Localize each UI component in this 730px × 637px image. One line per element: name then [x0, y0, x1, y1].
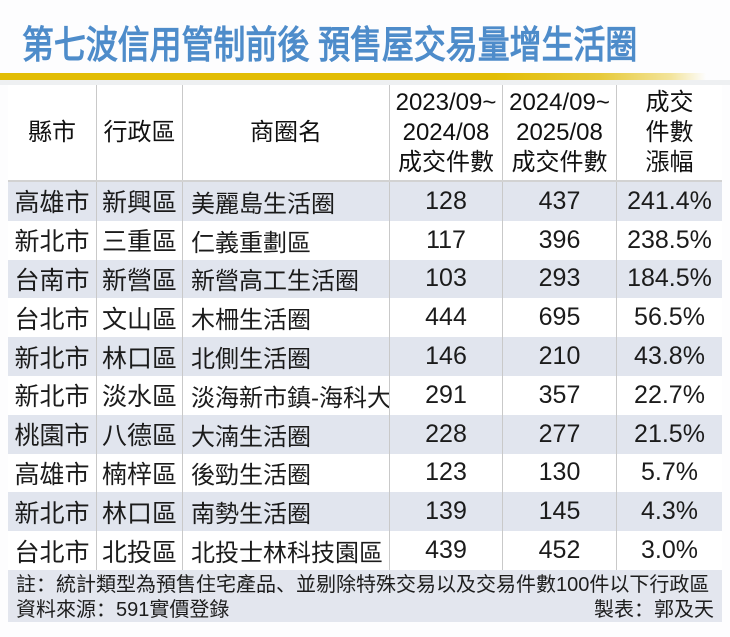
cell-county: 新北市: [8, 220, 97, 260]
title-underline: [0, 73, 706, 80]
cell-county: 新北市: [8, 492, 97, 532]
cell-area: 美麗島生活圈: [183, 182, 390, 221]
table-row: 台南市 新營區 新營高工生活圈 103 293 184.5%: [8, 259, 722, 299]
cell-area: 大湳生活圈: [183, 414, 390, 454]
header-top-strip: [0, 80, 730, 85]
cell-district: 三重區: [97, 220, 183, 260]
cell-count-after: 437: [503, 182, 617, 221]
cell-count-before: 146: [390, 337, 503, 376]
table-header-row: 縣市 行政區 商圈名 2023/09~ 2024/08 成交件數 2024/09…: [8, 85, 722, 182]
cell-count-after: 145: [503, 492, 617, 532]
cell-district: 新興區: [97, 182, 183, 221]
cell-change: 22.7%: [634, 380, 705, 409]
cell-change: 56.5%: [634, 303, 705, 332]
cell-count-before: 139: [390, 492, 503, 532]
cell-district: 林口區: [97, 337, 183, 376]
table-row: 高雄市 新興區 美麗島生活圈 128 437 241.4%: [8, 182, 722, 221]
cell-count-after: 210: [503, 337, 617, 376]
cell-count-before: 444: [390, 298, 503, 338]
cell-count-before: 228: [390, 414, 503, 454]
cell-count-after: 277: [503, 414, 617, 454]
cell-county: 桃園市: [8, 414, 97, 454]
cell-county: 台南市: [8, 259, 97, 299]
cell-area: 後勁生活圈: [183, 453, 390, 493]
table-row: 新北市 三重區 仁義重劃區 117 396 238.5%: [8, 220, 722, 260]
col-header-count-before-line3: 成交件數: [398, 148, 494, 176]
col-header-county: 縣市: [8, 85, 97, 180]
cell-county: 台北市: [8, 531, 97, 570]
cell-area: 南勢生活圈: [183, 492, 390, 532]
cell-count-before: 117: [390, 220, 503, 260]
cell-area: 仁義重劃區: [183, 220, 390, 260]
cell-district: 北投區: [97, 531, 183, 570]
col-header-count-after-line1: 2024/09~: [509, 88, 610, 116]
cell-district: 文山區: [97, 298, 183, 338]
footnote: 註：統計類型為預售住宅產品、並剔除特殊交易以及交易件數100件以下行政區: [16, 574, 710, 596]
cell-district: 淡水區: [97, 375, 183, 415]
col-header-district: 行政區: [97, 85, 183, 180]
table-row: 新北市 林口區 北側生活圈 146 210 43.8%: [8, 337, 722, 376]
cell-change: 43.8%: [634, 342, 705, 371]
col-header-change-line3: 漲幅: [645, 148, 694, 176]
cell-county: 台北市: [8, 298, 97, 338]
cell-county: 新北市: [8, 337, 97, 376]
cell-district: 八德區: [97, 414, 183, 454]
col-header-count-before-line2: 2024/08: [402, 118, 490, 146]
cell-district: 楠梓區: [97, 453, 183, 493]
col-header-count-before: 2023/09~ 2024/08 成交件數: [390, 85, 503, 180]
cell-change: 184.5%: [627, 264, 712, 293]
col-header-change-line2: 件數: [645, 118, 694, 146]
col-header-change: 成交 件數 漲幅: [617, 85, 722, 180]
cell-area: 北側生活圈: [183, 337, 390, 376]
cell-count-after: 452: [503, 531, 617, 570]
cell-district: 新營區: [97, 259, 183, 299]
credit: 製表：郭及天: [594, 599, 714, 621]
cell-area: 淡海新市鎮-海科大: [183, 375, 390, 415]
cell-count-before: 123: [390, 453, 503, 493]
table-row: 新北市 淡水區 淡海新市鎮-海科大 291 357 22.7%: [8, 375, 722, 415]
table-row: 台北市 北投區 北投士林科技園區 439 452 3.0%: [8, 531, 722, 570]
table-row: 高雄市 楠梓區 後勁生活圈 123 130 5.7%: [8, 453, 722, 493]
cell-count-after: 695: [503, 298, 617, 338]
cell-count-after: 293: [503, 259, 617, 299]
cell-change: 4.3%: [641, 497, 698, 526]
transactions-table: 縣市 行政區 商圈名 2023/09~ 2024/08 成交件數 2024/09…: [8, 85, 722, 570]
col-header-count-after-line2: 2025/08: [516, 118, 603, 146]
cell-district: 林口區: [97, 492, 183, 532]
col-header-count-before-line1: 2023/09~: [395, 88, 497, 116]
cell-count-after: 130: [503, 453, 617, 493]
data-source: 資料來源：591實價登錄: [16, 599, 230, 621]
table-row: 桃園市 八德區 大湳生活圈 228 277 21.5%: [8, 414, 722, 454]
col-header-count-after-line3: 成交件數: [511, 148, 608, 176]
col-header-count-after: 2024/09~ 2025/08 成交件數: [503, 85, 617, 180]
cell-county: 新北市: [8, 375, 97, 415]
page-title: 第七波信用管制前後 預售屋交易量增生活圈: [22, 25, 638, 67]
cell-change: 21.5%: [634, 419, 705, 448]
col-header-area-label: 商圈名: [250, 118, 322, 146]
col-header-change-line1: 成交: [645, 88, 694, 116]
col-header-area: 商圈名: [183, 85, 390, 180]
cell-area: 新營高工生活圈: [183, 259, 390, 299]
cell-change: 238.5%: [627, 225, 712, 254]
col-header-county-label: 縣市: [28, 118, 76, 146]
cell-change: 3.0%: [641, 536, 698, 565]
table-row: 台北市 文山區 木柵生活圈 444 695 56.5%: [8, 298, 722, 338]
cell-county: 高雄市: [8, 453, 97, 493]
cell-count-after: 396: [503, 220, 617, 260]
footer-line2: 資料來源：591實價登錄 製表：郭及天: [16, 598, 714, 623]
table-row: 新北市 林口區 南勢生活圈 139 145 4.3%: [8, 492, 722, 532]
cell-count-before: 439: [390, 531, 503, 570]
cell-change: 241.4%: [627, 186, 712, 215]
cell-count-before: 291: [390, 375, 503, 415]
cell-county: 高雄市: [8, 182, 97, 221]
cell-area: 木柵生活圈: [183, 298, 390, 338]
table-body: 高雄市 新興區 美麗島生活圈 128 437 241.4% 新北市 三重區 仁義…: [8, 182, 722, 570]
cell-count-before: 103: [390, 259, 503, 299]
table-footer: 註：統計類型為預售住宅產品、並剔除特殊交易以及交易件數100件以下行政區 資料來…: [8, 570, 722, 622]
cell-area: 北投士林科技園區: [183, 531, 390, 570]
cell-change: 5.7%: [641, 458, 698, 487]
cell-count-before: 128: [390, 182, 503, 221]
col-header-district-label: 行政區: [103, 118, 176, 146]
cell-count-after: 357: [503, 375, 617, 415]
